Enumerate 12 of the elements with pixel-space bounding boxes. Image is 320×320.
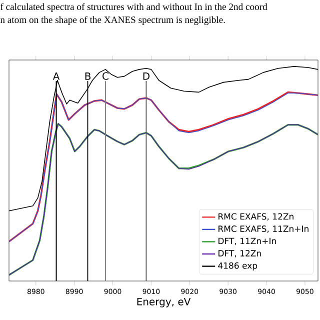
text: f calculated spectra of structures with and without In in the 2nd coord (0, 3, 268, 12)
text: n atom on the shape of the XANES spectrum is negligible. (0, 16, 225, 26)
ref-line-label: D (143, 72, 150, 80)
legend-label: 4186 exp (218, 262, 258, 270)
legend-label: RMC EXAFS, 12Zn (218, 213, 294, 221)
ref-line-label: C (102, 72, 108, 80)
legend-label: RMC EXAFS, 11Zn+In (218, 226, 308, 233)
x-axis-title: Energy, eV (137, 298, 191, 308)
ref-line-label: A (52, 72, 60, 80)
legend-label: DFT, 12Zn (218, 250, 261, 258)
ref-line-label: B (85, 72, 91, 80)
legend-label: DFT, 11Zn+In (218, 238, 276, 246)
